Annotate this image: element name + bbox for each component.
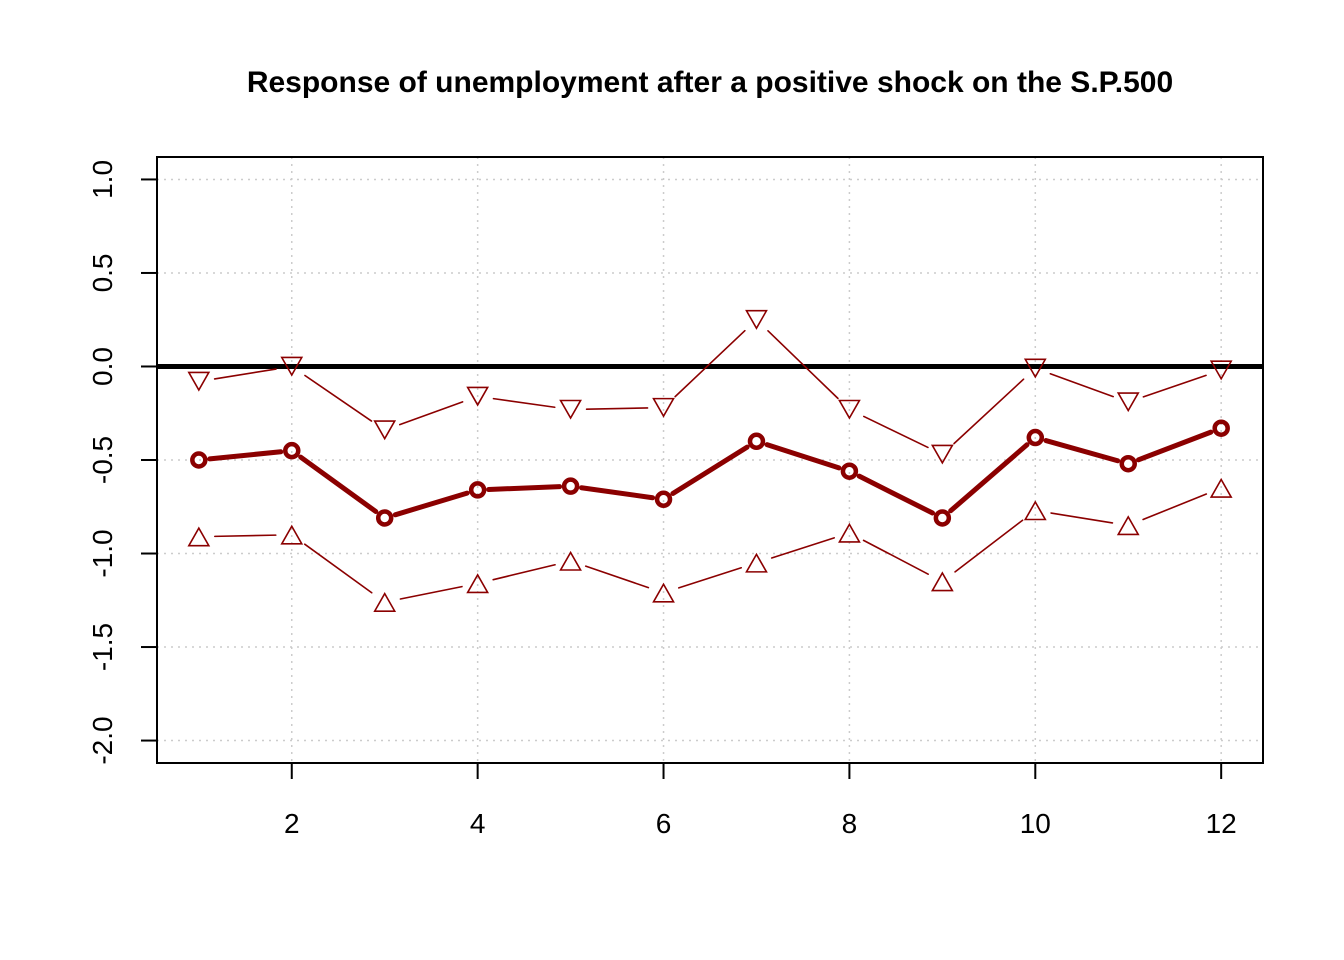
- series-0-segment-9: [953, 378, 1025, 445]
- series-1-segment-11: [1136, 429, 1214, 463]
- series-2-point-10: [1023, 500, 1047, 521]
- y-tick-label-3: -0.5: [87, 436, 118, 484]
- series-2-segment-4: [492, 563, 556, 581]
- series-2-segment-8: [862, 539, 929, 575]
- series-2-point-5: [559, 550, 582, 571]
- series-0-segment-1: [213, 368, 277, 380]
- series-2-point-12: [1209, 477, 1233, 498]
- series-0-segment-11: [1142, 374, 1207, 398]
- x-tick-label-10: 10: [1020, 808, 1051, 839]
- series-1-segment-8: [856, 473, 936, 516]
- series-0-segment-8: [863, 415, 929, 449]
- x-tick-label-8: 8: [842, 808, 858, 839]
- series-2-point-6: [652, 582, 675, 603]
- series-2-point-4: [466, 573, 490, 594]
- y-tick-label-0: -2.0: [87, 716, 118, 764]
- series-0-segment-3: [398, 401, 464, 426]
- series-2-segment-9: [954, 519, 1024, 573]
- series-0: [187, 309, 1233, 465]
- series-1-point-2: [283, 441, 301, 460]
- series-1-point-4: [468, 481, 487, 499]
- series-1-point-9: [933, 509, 952, 527]
- y-tick-label-2: -1.0: [87, 529, 118, 577]
- series-0-point-2: [280, 356, 304, 377]
- y-tick-label-6: 1.0: [87, 160, 118, 199]
- series-0-segment-2: [304, 374, 373, 422]
- series-group: [187, 309, 1233, 612]
- series-0-point-5: [559, 399, 582, 420]
- series-1-point-5: [561, 477, 580, 495]
- series-2-segment-10: [1050, 512, 1114, 524]
- chart-title: Response of unemployment after a positiv…: [247, 66, 1173, 99]
- series-0-point-9: [930, 444, 954, 465]
- series-2-point-3: [373, 591, 397, 612]
- series-2-segment-3: [399, 585, 463, 600]
- series-2: [187, 477, 1233, 612]
- series-1-segment-9: [948, 442, 1030, 514]
- series-2-segment-2: [303, 543, 373, 594]
- series-2-point-2: [280, 524, 304, 545]
- x-tick-label-12: 12: [1206, 808, 1237, 839]
- series-2-point-11: [1116, 515, 1140, 536]
- series-2-segment-5: [584, 565, 650, 589]
- series-0-segment-5: [585, 407, 649, 410]
- series-2-point-1: [187, 526, 211, 547]
- x-tick-label-4: 4: [470, 808, 486, 839]
- series-0-point-10: [1023, 358, 1047, 379]
- series-0-point-6: [652, 397, 675, 418]
- series-1-point-12: [1212, 419, 1230, 437]
- series-1-segment-7: [764, 442, 842, 471]
- series-1-point-11: [1119, 454, 1137, 473]
- series-1-point-3: [375, 509, 394, 527]
- series-1-segment-3: [392, 490, 470, 518]
- series-1-segment-10: [1043, 438, 1121, 464]
- series-2-segment-6: [677, 566, 743, 589]
- series-0-point-3: [373, 420, 397, 441]
- series-0-segment-10: [1049, 373, 1114, 398]
- series-0-point-7: [745, 309, 768, 330]
- series-0-segment-4: [492, 397, 556, 409]
- series-1-point-6: [654, 490, 673, 509]
- x-tick-label-2: 2: [284, 808, 300, 839]
- series-2-point-9: [930, 571, 954, 592]
- series-1-segment-1: [207, 449, 284, 462]
- series-2-segment-7: [770, 537, 835, 559]
- series-2-point-7: [745, 552, 768, 573]
- series-2-point-8: [838, 522, 861, 543]
- series-0-segment-7: [767, 330, 839, 400]
- series-1-point-1: [190, 451, 208, 469]
- series-0-point-8: [838, 399, 861, 420]
- series-0-point-11: [1116, 392, 1140, 413]
- y-tick-label-5: 0.5: [87, 253, 118, 292]
- series-1-segment-6: [670, 444, 750, 496]
- series-0-point-12: [1209, 360, 1233, 381]
- y-tick-label-1: -1.5: [87, 623, 118, 671]
- series-1-segment-5: [578, 485, 656, 501]
- series-1-point-8: [840, 462, 859, 480]
- grid: [157, 157, 1263, 763]
- y-tick-label-4: 0.0: [87, 347, 118, 386]
- series-1: [190, 419, 1230, 527]
- series-0-point-1: [187, 371, 211, 392]
- series-2-segment-11: [1142, 493, 1208, 521]
- series-1-segment-4: [486, 484, 563, 492]
- series-1-point-7: [747, 432, 766, 451]
- series-0-point-4: [466, 386, 490, 407]
- series-0-segment-6: [674, 329, 746, 398]
- series-2-segment-1: [214, 534, 277, 538]
- x-tick-label-6: 6: [656, 808, 672, 839]
- x-axis: 2 4 6 8 10 12: [284, 763, 1237, 839]
- series-1-segment-2: [298, 454, 379, 515]
- series-1-point-10: [1026, 428, 1045, 447]
- y-axis: -2.0 -1.5 -1.0 -0.5 0.0 0.5 1.0: [87, 160, 157, 765]
